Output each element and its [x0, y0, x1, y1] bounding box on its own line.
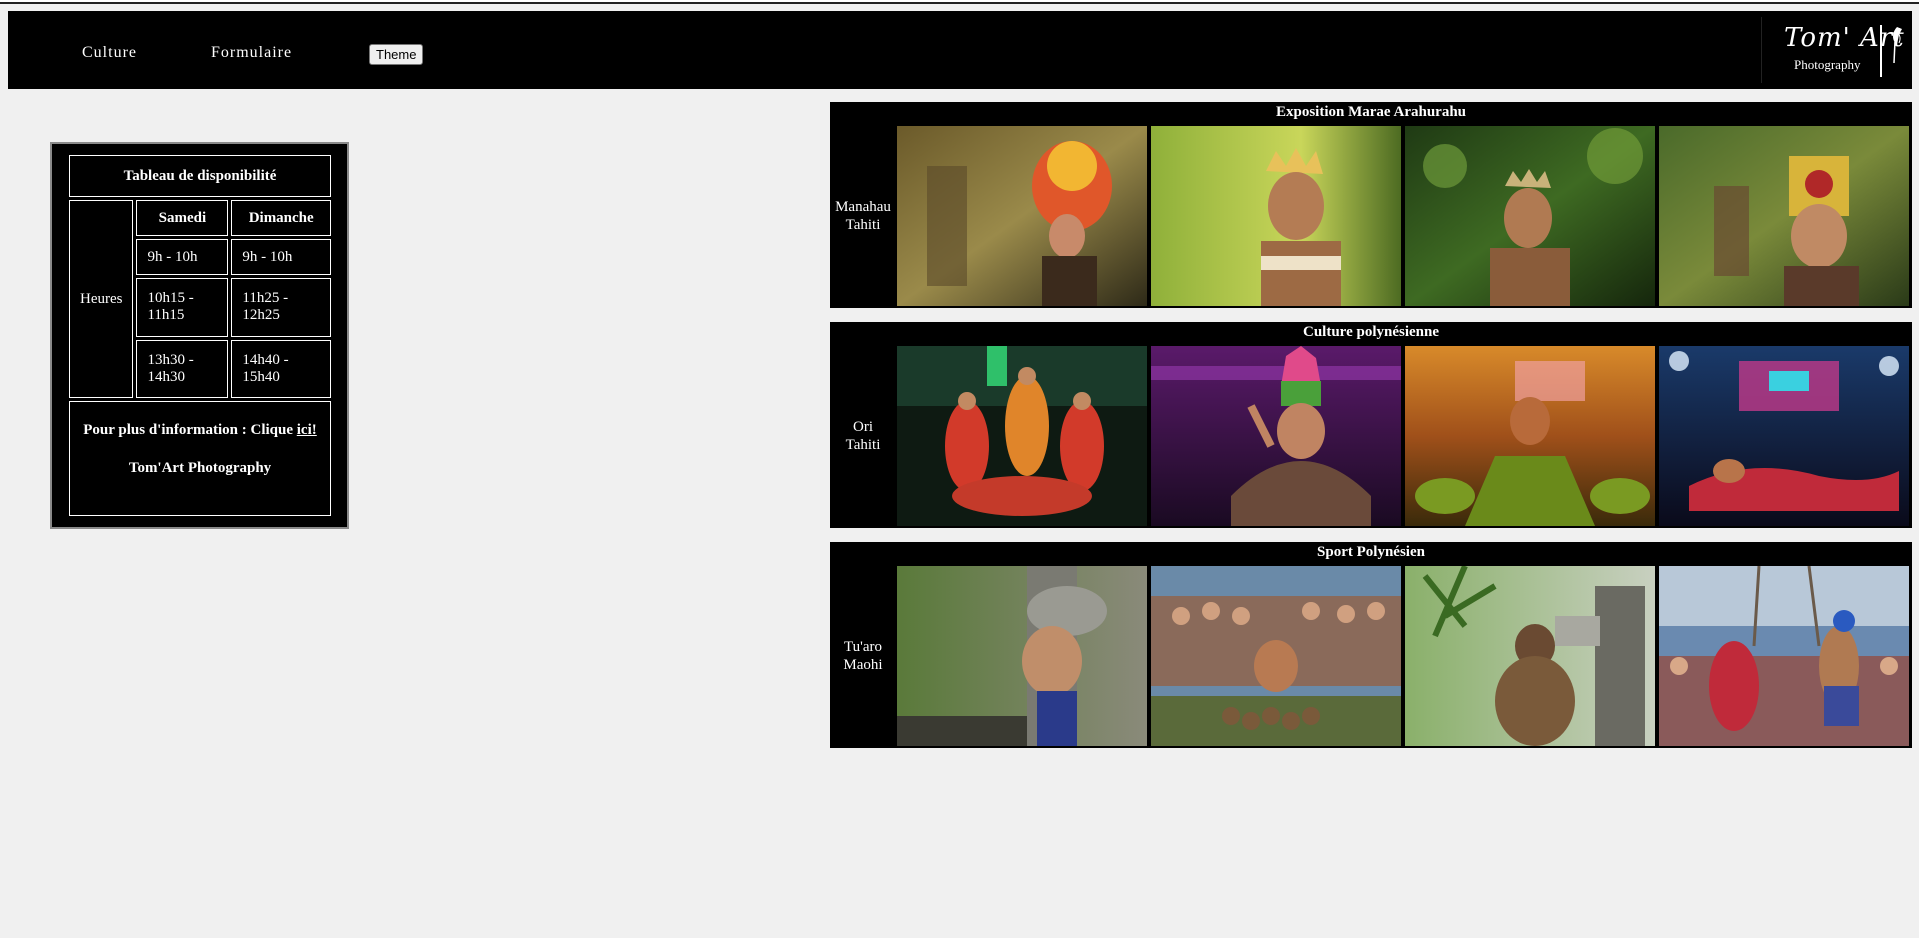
gallery-photo[interactable]: [1405, 566, 1655, 746]
theme-button[interactable]: Theme: [369, 44, 424, 65]
gallery-culture: Culture polynésienne Ori Tahiti: [830, 322, 1912, 528]
gallery-photo[interactable]: [1151, 126, 1401, 306]
slot-cell: 9h - 10h: [136, 239, 229, 275]
site-header: Culture Formulaire Theme Tom' Art Photog…: [8, 11, 1912, 89]
column-header-dimanche: Dimanche: [231, 200, 331, 236]
gallery-title: Sport Polynésien: [1317, 544, 1425, 560]
nav-formulaire-link[interactable]: Formulaire: [211, 44, 293, 61]
column-header-samedi: Samedi: [136, 200, 229, 236]
brand-text: Tom'Art Photography: [128, 459, 272, 476]
site-logo[interactable]: Tom' Art Photography: [1761, 17, 1912, 83]
slot-cell: 14h40 - 15h40: [231, 339, 331, 399]
browser-top-stripe: [0, 0, 1919, 4]
gallery-photo[interactable]: [1151, 346, 1401, 526]
logo-divider: [1880, 25, 1882, 77]
logo-subtitle: Photography: [1794, 57, 1861, 72]
slot-cell: 9h - 10h: [231, 239, 331, 275]
gallery-photo[interactable]: [1405, 346, 1655, 526]
gallery-marae: Exposition Marae Arahurahu Manahau Tahit…: [830, 102, 1912, 308]
gallery-side-label: Manahau Tahiti: [835, 199, 891, 233]
gallery-photo[interactable]: [1659, 126, 1909, 306]
gallery-photo[interactable]: [897, 126, 1147, 306]
gallery-photo[interactable]: [1659, 566, 1909, 746]
paintbrush-icon: [1893, 27, 1902, 64]
availability-panel: Tableau de disponibilité Heures Samedi D…: [50, 142, 349, 529]
slot-cell: 13h30 - 14h30: [136, 339, 229, 399]
info-text: Pour plus d'information : Clique: [83, 421, 293, 438]
gallery-title: Exposition Marae Arahurahu: [1275, 104, 1467, 120]
gallery-photo[interactable]: [897, 566, 1147, 746]
hours-label: Heures: [69, 200, 134, 399]
logo-script-text: Tom' Art: [1784, 23, 1905, 53]
gallery-title: Culture polynésienne: [1303, 324, 1439, 340]
availability-title: Tableau de disponibilité: [69, 155, 331, 197]
gallery-photo[interactable]: [897, 346, 1147, 526]
gallery-photo[interactable]: [1151, 566, 1401, 746]
gallery-photo[interactable]: [1659, 346, 1909, 526]
gallery-sport: Sport Polynésien Tu'aro Maohi: [830, 542, 1912, 748]
slot-cell: 11h25 - 12h25: [231, 278, 331, 337]
gallery-side-label: Tu'aro Maohi: [843, 639, 883, 673]
info-cell: Pour plus d'information : Clique ici! To…: [69, 401, 331, 516]
nav-culture-link[interactable]: Culture: [82, 44, 137, 61]
slot-cell: 10h15 - 11h15: [136, 278, 229, 337]
availability-table: Tableau de disponibilité Heures Samedi D…: [66, 152, 334, 519]
gallery-photo[interactable]: [1405, 126, 1655, 306]
gallery-side-label: Ori Tahiti: [845, 419, 881, 453]
info-link[interactable]: ici!: [296, 421, 317, 438]
